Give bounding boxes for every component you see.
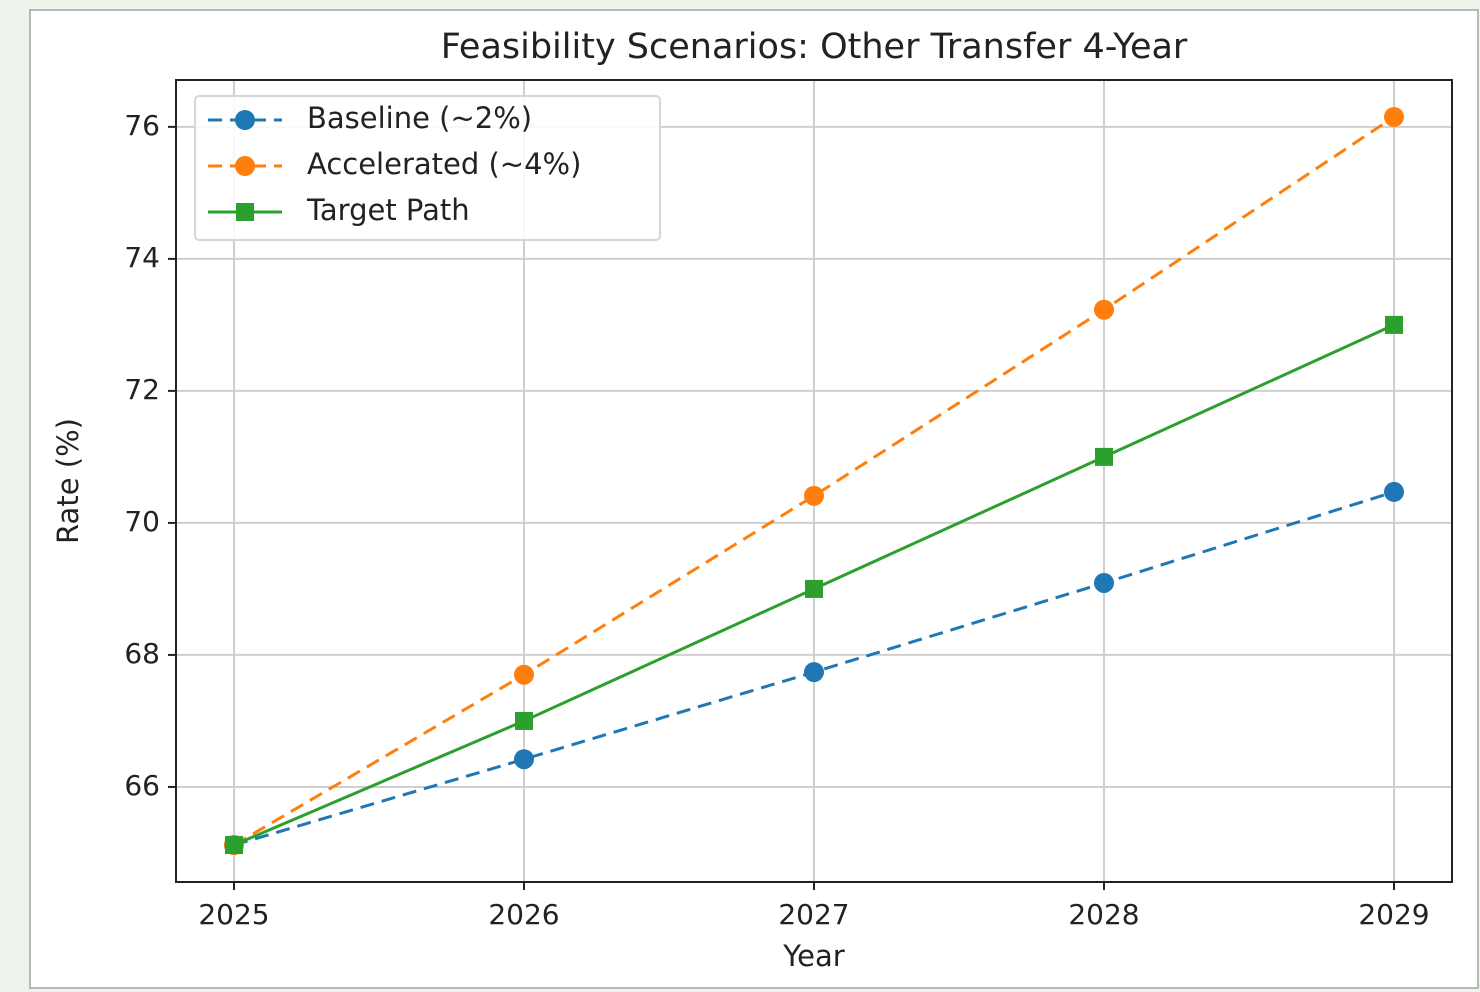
y-tick-label: 66 (124, 769, 160, 802)
legend: Baseline (~2%) Accelerated (~4%) Target Pa… (194, 95, 661, 241)
marker (804, 485, 824, 506)
x-tick-label: 2026 (488, 898, 559, 931)
legend-box (194, 95, 661, 241)
y-tick-label: 76 (124, 109, 160, 142)
y-tick-label: 74 (124, 241, 160, 274)
legend-label: Accelerated (~4%) (307, 147, 581, 181)
legend-marker (235, 110, 255, 130)
x-tick-label: 2025 (198, 898, 269, 931)
y-tick-label: 70 (124, 505, 160, 538)
series-layer (224, 106, 1404, 856)
marker (805, 579, 823, 598)
legend-label: Target Path (306, 193, 470, 227)
marker (1384, 481, 1404, 502)
marker (225, 836, 243, 855)
marker (514, 749, 534, 770)
marker (804, 662, 824, 683)
marker (1385, 315, 1403, 334)
y-axis-label: Rate (%) (51, 418, 85, 544)
chart-title: Feasibility Scenarios: Other Transfer 4-… (441, 27, 1188, 67)
marker (514, 664, 534, 685)
marker (515, 711, 533, 730)
legend-marker (235, 156, 255, 176)
x-axis-label: Year (782, 939, 844, 973)
legend-label: Baseline (~2%) (307, 101, 532, 135)
marker (1094, 299, 1114, 320)
x-tick-label: 2027 (778, 898, 849, 931)
legend-marker (236, 203, 254, 221)
series-line (233, 115, 1395, 847)
marker (1095, 447, 1113, 466)
x-tick-label: 2028 (1068, 898, 1139, 931)
x-tick-label: 2029 (1358, 898, 1429, 931)
marker (1094, 572, 1114, 593)
marker (1384, 106, 1404, 127)
y-tick-label: 72 (124, 373, 160, 406)
y-tick-label: 68 (124, 637, 160, 670)
